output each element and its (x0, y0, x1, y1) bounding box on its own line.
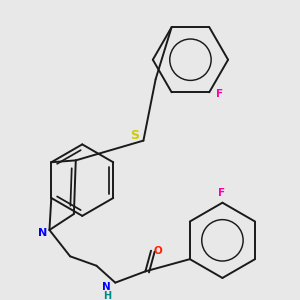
Text: F: F (216, 89, 223, 99)
Text: O: O (153, 246, 162, 256)
Text: N: N (38, 228, 47, 238)
Text: F: F (218, 188, 225, 198)
Text: H: H (103, 291, 111, 300)
Text: N: N (102, 282, 111, 292)
Text: S: S (130, 129, 140, 142)
